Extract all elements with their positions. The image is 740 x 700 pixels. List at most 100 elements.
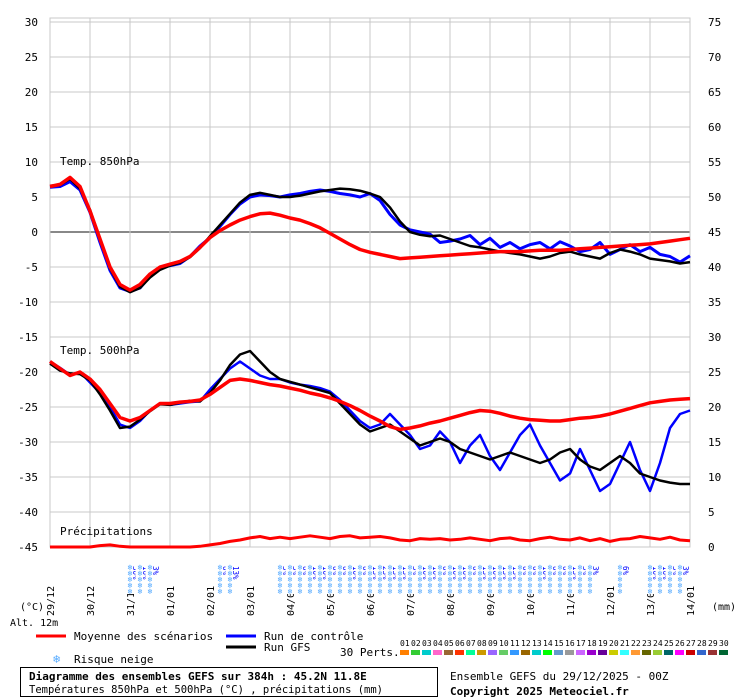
snowflake-icon: ❄ xyxy=(498,575,503,584)
snowflake-icon: ❄ xyxy=(538,587,543,596)
snowflake-icon: ❄ xyxy=(318,575,323,584)
snowflake-icon: ❄ xyxy=(538,563,543,572)
perturbation-number: 05 xyxy=(444,639,454,648)
snowflake-icon: ❄ xyxy=(278,569,283,578)
snowflake-icon: ❄ xyxy=(318,587,323,596)
snow-risk-label: 3% xyxy=(151,566,160,576)
snowflake-icon: ❄ xyxy=(668,575,673,584)
snow-risk-box xyxy=(505,562,515,594)
snowflake-icon: ❄ xyxy=(578,587,583,596)
snowflake-icon: ❄ xyxy=(508,563,513,572)
snowflake-icon: ❄ xyxy=(128,575,133,584)
snow-risk-box xyxy=(275,562,285,594)
snow-risk-box xyxy=(555,562,565,594)
snowflake-icon: ❄ xyxy=(348,563,353,572)
snowflake-icon: ❄ xyxy=(298,587,303,596)
snowflake-icon: ❄ xyxy=(128,581,133,590)
snow-risk-box xyxy=(325,562,335,594)
snowflake-icon: ❄ xyxy=(438,587,443,596)
snowflake-icon: ❄ xyxy=(668,587,673,596)
snowflake-icon: ❄ xyxy=(298,569,303,578)
snowflake-icon: ❄ xyxy=(288,581,293,590)
snow-risk-box xyxy=(435,562,445,594)
perturbation-swatch xyxy=(466,650,475,655)
perturbation-swatch xyxy=(598,650,607,655)
snow-risk-box xyxy=(395,562,405,594)
perturbation-number: 19 xyxy=(598,639,608,648)
perturbation-swatch xyxy=(488,650,497,655)
snowflake-icon: ❄ xyxy=(668,569,673,578)
perturbation-swatch xyxy=(642,650,651,655)
snowflake-icon: ❄ xyxy=(568,563,573,572)
snowflake-icon: ❄ xyxy=(388,563,393,572)
snowflake-icon: ❄ xyxy=(328,575,333,584)
perturbation-number: 07 xyxy=(466,639,476,648)
snowflake-icon: ❄ xyxy=(478,575,483,584)
snowflake-icon: ❄ xyxy=(418,581,423,590)
snowflake-icon: ❄ xyxy=(518,569,523,578)
snowflake-icon: ❄ xyxy=(318,569,323,578)
snow-risk-marker: ❄❄❄❄❄3% xyxy=(675,562,690,596)
y-left-tick-label: 25 xyxy=(25,51,38,64)
snow-risk-box xyxy=(665,562,675,594)
snowflake-icon: ❄ xyxy=(138,563,143,572)
snowflake-icon: ❄ xyxy=(368,569,373,578)
snow-risk-box xyxy=(515,562,525,594)
snow-risk-box xyxy=(385,562,395,594)
snowflake-icon: ❄ xyxy=(228,569,233,578)
snowflake-icon: ❄ xyxy=(528,569,533,578)
perturbation-number: 27 xyxy=(686,639,696,648)
y-left-tick-label: -40 xyxy=(18,506,38,519)
snow-risk-box xyxy=(645,562,655,594)
perturbation-number: 08 xyxy=(477,639,487,648)
snowflake-icon: ❄ xyxy=(558,563,563,572)
snow-risk-box xyxy=(405,562,415,594)
snow-risk-box xyxy=(365,562,375,594)
perturbation-swatch xyxy=(455,650,464,655)
snowflake-icon: ❄ xyxy=(678,581,683,590)
snowflake-icon: ❄ xyxy=(658,563,663,572)
snowflake-icon: ❄ xyxy=(308,563,313,572)
snowflake-icon: ❄ xyxy=(228,575,233,584)
snowflake-icon: ❄ xyxy=(468,587,473,596)
snowflake-icon: ❄ xyxy=(458,569,463,578)
snow-risk-box xyxy=(125,562,135,594)
panel-label-500: Temp. 500hPa xyxy=(60,344,139,357)
snowflake-icon: ❄ xyxy=(288,587,293,596)
snowflake-icon: ❄ xyxy=(668,563,673,572)
snow-risk-box xyxy=(535,562,545,594)
perturbation-swatch xyxy=(664,650,673,655)
snow-risk-box xyxy=(475,562,485,594)
snowflake-icon: ❄ xyxy=(448,563,453,572)
perturbation-swatch xyxy=(675,650,684,655)
snowflake-icon: ❄ xyxy=(348,575,353,584)
snowflake-icon: ❄ xyxy=(308,587,313,596)
snowflake-icon: ❄ xyxy=(648,581,653,590)
snowflake-icon: ❄ xyxy=(588,569,593,578)
x-tick-label: 03/01 xyxy=(246,586,257,616)
snowflake-icon: ❄ xyxy=(448,569,453,578)
snowflake-icon: ❄ xyxy=(148,569,153,578)
snowflake-icon: ❄ xyxy=(658,587,663,596)
snowflake-icon: ❄ xyxy=(508,581,513,590)
snowflake-icon: ❄ xyxy=(578,563,583,572)
perturbation-number: 11 xyxy=(510,639,520,648)
snowflake-icon: ❄ xyxy=(418,569,423,578)
snowflake-icon: ❄ xyxy=(308,569,313,578)
snowflake-icon: ❄ xyxy=(468,563,473,572)
snow-risk-label: 6% xyxy=(621,566,630,576)
snowflake-icon: ❄ xyxy=(618,563,623,572)
snowflake-icon: ❄ xyxy=(458,575,463,584)
snowflake-icon: ❄ xyxy=(578,569,583,578)
snowflake-icon: ❄ xyxy=(358,563,363,572)
perturbation-number: 22 xyxy=(631,639,641,648)
snow-risk-box xyxy=(545,562,555,594)
snowflake-icon: ❄ xyxy=(488,575,493,584)
perturbation-swatch xyxy=(521,650,530,655)
y-axis-left: 30 25 20 15 10 5 0 -5 -10 -15 -20 -25 -30 -35 -40 -45 xyxy=(18,16,38,554)
snowflake-icon: ❄ xyxy=(328,563,333,572)
x-tick-label: 01/01 xyxy=(166,586,177,616)
snowflake-icon: ❄ xyxy=(128,563,133,572)
snowflake-icon: ❄ xyxy=(578,575,583,584)
